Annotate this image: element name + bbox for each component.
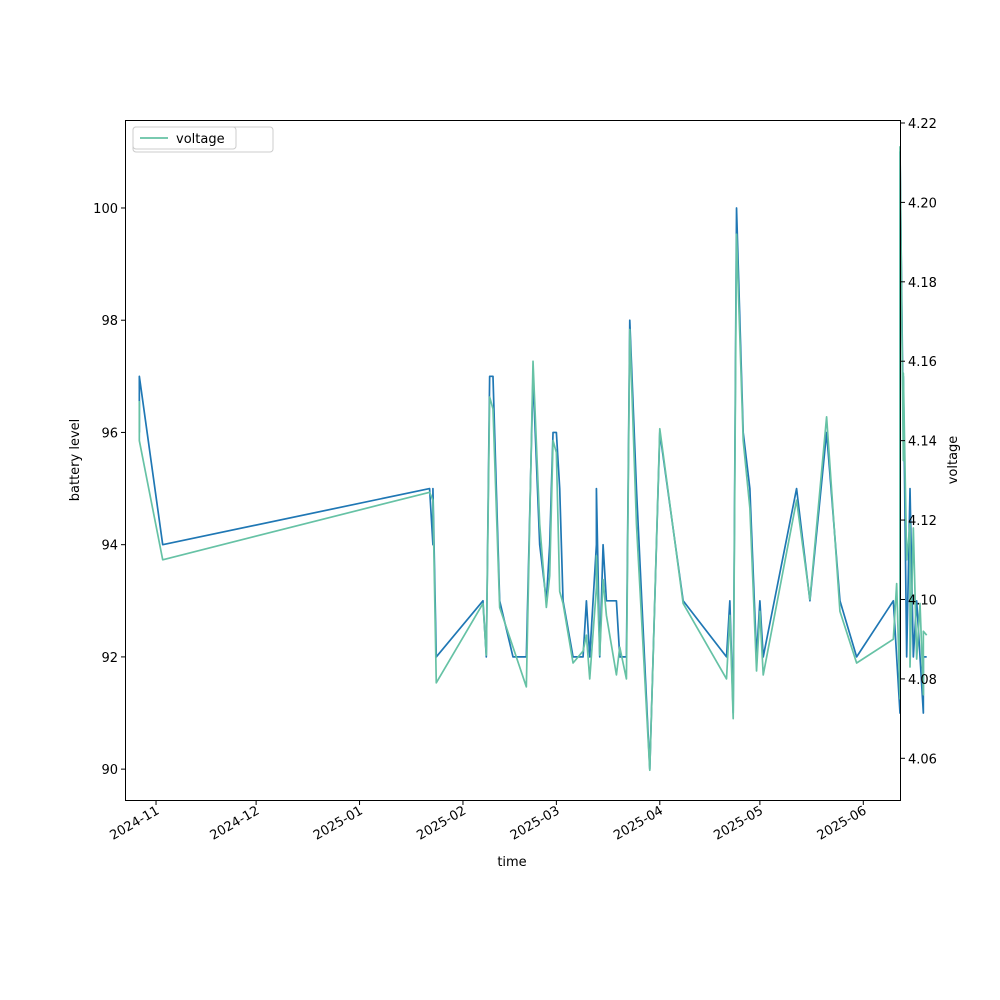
left-y-tick-label: 94 bbox=[101, 539, 118, 554]
x-tick-label: 2024-11 bbox=[107, 803, 162, 843]
right-y-tick-label: 4.22 bbox=[908, 117, 937, 132]
right-y-tick-label: 4.06 bbox=[908, 752, 937, 767]
right-y-tick-label: 4.20 bbox=[908, 196, 937, 211]
series-line-level bbox=[138, 151, 927, 770]
legend-box-voltage bbox=[132, 126, 237, 150]
left-y-tick-label: 98 bbox=[101, 314, 118, 329]
x-tick-label: 2025-01 bbox=[311, 803, 366, 843]
right-y-tick-label: 4.14 bbox=[908, 435, 937, 450]
right-y-tick-label: 4.18 bbox=[908, 276, 937, 291]
legend-voltage: voltage bbox=[132, 126, 237, 150]
left-y-axis-title: battery level bbox=[68, 419, 83, 502]
right-y-tick-label: 4.12 bbox=[908, 514, 937, 529]
x-tick-label: 2025-04 bbox=[611, 803, 666, 843]
x-tick-label: 2024-12 bbox=[208, 803, 263, 843]
right-y-tick-label: 4.10 bbox=[908, 593, 937, 608]
left-y-tick-label: 96 bbox=[101, 426, 118, 441]
series-lines bbox=[138, 145, 928, 772]
x-axis-title: time bbox=[497, 855, 526, 870]
x-tick-label: 2025-05 bbox=[711, 803, 766, 843]
right-y-tick-label: 4.16 bbox=[908, 355, 937, 370]
left-y-tick-label: 100 bbox=[93, 202, 118, 217]
plot-frame bbox=[125, 120, 901, 801]
x-axis-ticks: 2024-11 2024-12 2025-01 2025-02 2025-03 2025-… bbox=[107, 800, 869, 844]
left-y-tick-label: 92 bbox=[101, 651, 118, 666]
left-y-tick-label: 90 bbox=[101, 763, 118, 778]
right-y-axis-ticks: 4.06 4.08 4.10 4.12 4.14 4.16 4.18 4.20 4.22 bbox=[900, 117, 937, 767]
legend-label-voltage: voltage bbox=[176, 132, 225, 147]
right-y-axis-title: voltage bbox=[946, 436, 961, 485]
x-tick-label: 2025-03 bbox=[508, 803, 563, 843]
right-y-tick-label: 4.08 bbox=[908, 673, 937, 688]
series-line-voltage bbox=[138, 145, 928, 772]
x-tick-label: 2025-02 bbox=[414, 803, 469, 843]
x-tick-label: 2025-06 bbox=[815, 803, 870, 843]
left-y-axis-ticks: 90 92 94 96 98 100 bbox=[93, 202, 126, 778]
